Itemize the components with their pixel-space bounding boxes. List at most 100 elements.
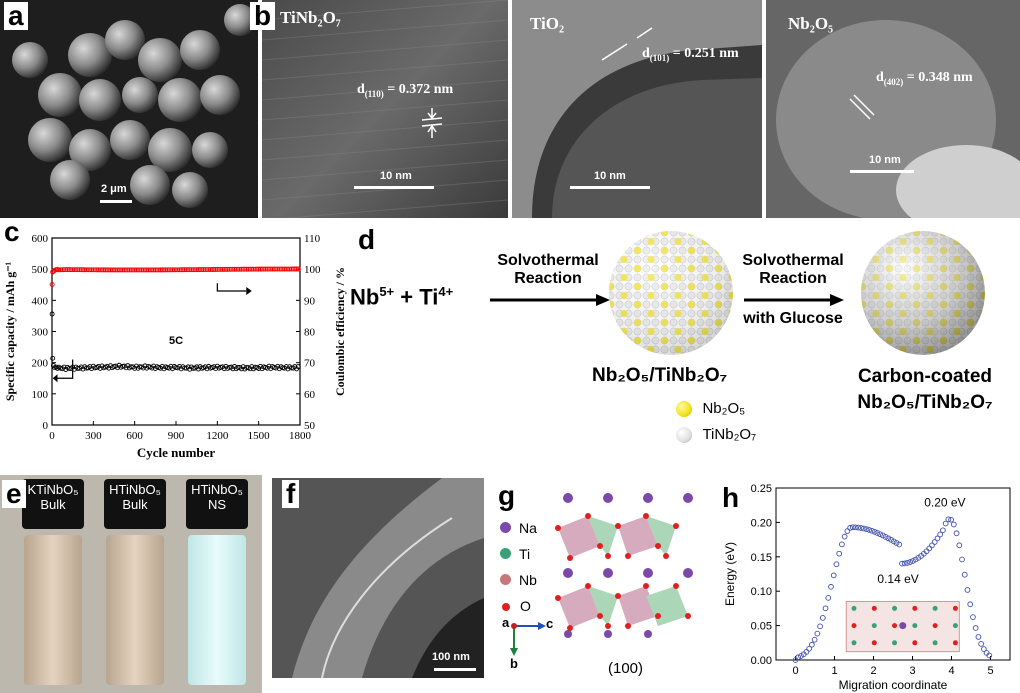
- data-point: [158, 267, 163, 273]
- right-axis-arrow: [216, 283, 247, 292]
- data-point: [130, 267, 136, 273]
- inset-atom: [912, 640, 918, 646]
- data-point: [61, 267, 67, 273]
- data-point: [972, 625, 979, 631]
- panel-b-tem-3: Nb₂O₅ d(402) = 0.348 nm 10 nm: [766, 0, 1020, 218]
- data-point: [852, 524, 859, 531]
- data-point: [168, 267, 174, 273]
- y-axis-title: Energy (eV): [723, 542, 737, 606]
- data-point: [945, 516, 952, 523]
- x-axis-title: Cycle number: [137, 445, 216, 460]
- x-tick-label: 1: [831, 665, 837, 677]
- data-point: [290, 266, 296, 272]
- scalebar-label: 10 nm: [869, 154, 901, 166]
- data-point: [844, 528, 851, 534]
- data-point: [981, 646, 987, 652]
- data-point: [111, 267, 117, 273]
- y-tick-label-left: 500: [32, 264, 49, 276]
- axis-triad: [510, 622, 546, 656]
- data-point: [207, 267, 213, 272]
- data-point: [901, 560, 908, 567]
- step1-label: Solvothermal Reaction: [497, 252, 599, 287]
- data-point: [209, 267, 215, 272]
- panel-a-sem-image: 2 μm: [0, 0, 258, 218]
- data-point: [287, 266, 293, 272]
- y-tick-label: 0.25: [751, 483, 772, 495]
- data-point: [176, 267, 182, 273]
- x-tick-label: 0: [49, 430, 55, 442]
- product2-label: Carbon-coated Nb₂O₅/TiNb₂O₇: [857, 366, 993, 413]
- vial-body: [106, 535, 164, 685]
- data-point: [171, 267, 177, 273]
- data-point: [964, 587, 971, 593]
- scalebar: [850, 170, 914, 173]
- data-point: [197, 267, 203, 273]
- y-tick-label-right: 50: [304, 420, 316, 432]
- data-point: [190, 267, 196, 273]
- structure-legend: Na Ti Nb O: [500, 520, 537, 624]
- data-point: [214, 267, 220, 272]
- data-point: [855, 524, 862, 531]
- data-point: [182, 267, 188, 273]
- reactants: Nb5+ + Ti4+: [350, 284, 454, 310]
- data-point: [263, 266, 269, 272]
- data-point: [931, 539, 938, 545]
- data-point: [269, 266, 275, 272]
- data-point: [85, 267, 91, 273]
- data-point: [125, 267, 131, 273]
- panel-e-vials-photo: KTiNbO₅ Bulk HTiNbO₅ Bulk HTiNbO₅ NS: [0, 475, 262, 693]
- arrowhead: [52, 374, 58, 383]
- scalebar-label: 10 nm: [594, 170, 626, 182]
- data-point: [77, 267, 83, 273]
- migration-energy-chart: 0 1 2 3 4 5 0.00 0.05 0.10 0.15 0.20 0.25 Migration …: [723, 483, 1011, 692]
- data-point: [96, 267, 101, 273]
- data-point: [275, 266, 281, 272]
- tem-title: TiO₂: [530, 14, 565, 33]
- data-point: [206, 267, 212, 272]
- data-point: [118, 267, 124, 273]
- data-point: [223, 266, 229, 272]
- data-point: [970, 614, 976, 620]
- data-point: [244, 266, 250, 272]
- data-point: [860, 525, 867, 532]
- data-point: [907, 559, 914, 565]
- data-point: [950, 521, 957, 528]
- data-point: [104, 267, 110, 273]
- data-point: [975, 634, 982, 640]
- inset-na-atom: [899, 622, 907, 630]
- data-point: [183, 267, 189, 273]
- data-point: [220, 266, 225, 272]
- data-point: [106, 267, 112, 273]
- x-tick-label: 2: [870, 665, 876, 677]
- inset-atom: [851, 623, 857, 629]
- data-point: [175, 267, 181, 273]
- data-point: [235, 266, 241, 272]
- data-point: [187, 267, 193, 273]
- data-point: [127, 267, 132, 273]
- data-point: [163, 267, 169, 273]
- data-point: [189, 267, 194, 273]
- inset-atom: [952, 605, 958, 611]
- y-tick-label-right: 60: [304, 389, 316, 401]
- legend-item-nb: Nb: [500, 572, 537, 598]
- d-spacing-label: d(402) = 0.348 nm: [876, 70, 973, 87]
- data-point: [221, 266, 227, 272]
- y-tick-label-left: 200: [32, 358, 49, 370]
- data-point: [869, 527, 875, 534]
- panel-a-label: a: [4, 2, 28, 30]
- cycling-chart: 0 300 600 900 1200 1500 1800 0 100 200 300 400 500 60…: [3, 233, 347, 460]
- inset-atom: [932, 623, 938, 629]
- data-point: [94, 267, 100, 273]
- data-point: [242, 266, 248, 272]
- data-point: [213, 267, 219, 272]
- vial-body: [24, 535, 82, 685]
- y-tick-label-left: 600: [32, 233, 49, 245]
- data-point: [280, 266, 286, 272]
- axis-label-c: c: [546, 616, 554, 631]
- vial-cap: [186, 479, 248, 529]
- data-point: [264, 266, 270, 272]
- panel-e-label: e: [2, 480, 26, 508]
- nanosheet-image: [272, 478, 484, 678]
- tem-particle: [766, 0, 1020, 218]
- data-point: [247, 266, 253, 272]
